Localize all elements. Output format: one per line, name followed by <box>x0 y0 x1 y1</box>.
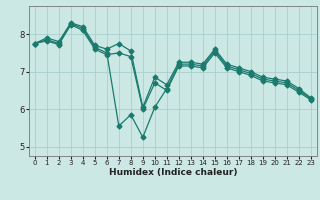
X-axis label: Humidex (Indice chaleur): Humidex (Indice chaleur) <box>108 168 237 177</box>
